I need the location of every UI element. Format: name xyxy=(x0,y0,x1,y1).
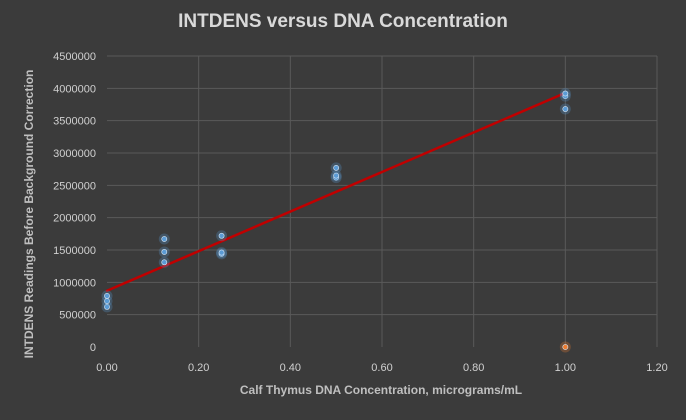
y-tick-label: 1000000 xyxy=(53,277,96,289)
data-point xyxy=(333,164,340,171)
y-tick-label: 3500000 xyxy=(53,116,96,128)
y-tick-label: 4000000 xyxy=(53,83,96,95)
x-axis-ticks: 0.00 0.20 0.40 0.60 0.80 1.00 1.20 xyxy=(96,362,667,374)
y-axis-ticks: 0 500000 1000000 1500000 2000000 2500000 30000… xyxy=(53,51,96,354)
x-tick-label: 0.20 xyxy=(188,362,209,374)
y-tick-label: 500000 xyxy=(59,310,96,322)
data-points xyxy=(101,88,571,353)
x-tick-label: 1.20 xyxy=(646,362,667,374)
data-point xyxy=(218,249,225,256)
trendline xyxy=(105,91,567,292)
data-point xyxy=(161,259,168,266)
x-tick-label: 1.00 xyxy=(555,362,576,374)
x-axis-title: Calf Thymus DNA Concentration, microgram… xyxy=(240,383,522,397)
trendline-group xyxy=(105,91,567,292)
data-point xyxy=(562,106,569,112)
y-tick-label: 1500000 xyxy=(53,245,96,257)
y-tick-label: 4500000 xyxy=(53,51,96,63)
y-axis-title: INTDENS Readings Before Background Corre… xyxy=(22,70,36,359)
data-point xyxy=(218,232,225,239)
data-point xyxy=(104,304,110,310)
data-point xyxy=(161,249,168,255)
y-tick-label: 2500000 xyxy=(53,180,96,192)
x-tick-label: 0.00 xyxy=(96,362,117,374)
data-point xyxy=(562,90,569,97)
y-tick-label: 2000000 xyxy=(53,213,96,225)
x-tick-label: 0.80 xyxy=(463,362,484,374)
y-tick-label: 0 xyxy=(90,342,96,354)
data-point xyxy=(161,236,168,242)
chart-title: INTDENS versus DNA Concentration xyxy=(178,11,508,32)
data-point xyxy=(104,293,110,299)
data-point xyxy=(333,172,340,179)
x-tick-label: 0.40 xyxy=(280,362,301,374)
x-tick-label: 0.60 xyxy=(371,362,392,374)
gridlines xyxy=(107,55,658,347)
data-point xyxy=(562,344,569,350)
y-tick-label: 3000000 xyxy=(53,148,96,160)
